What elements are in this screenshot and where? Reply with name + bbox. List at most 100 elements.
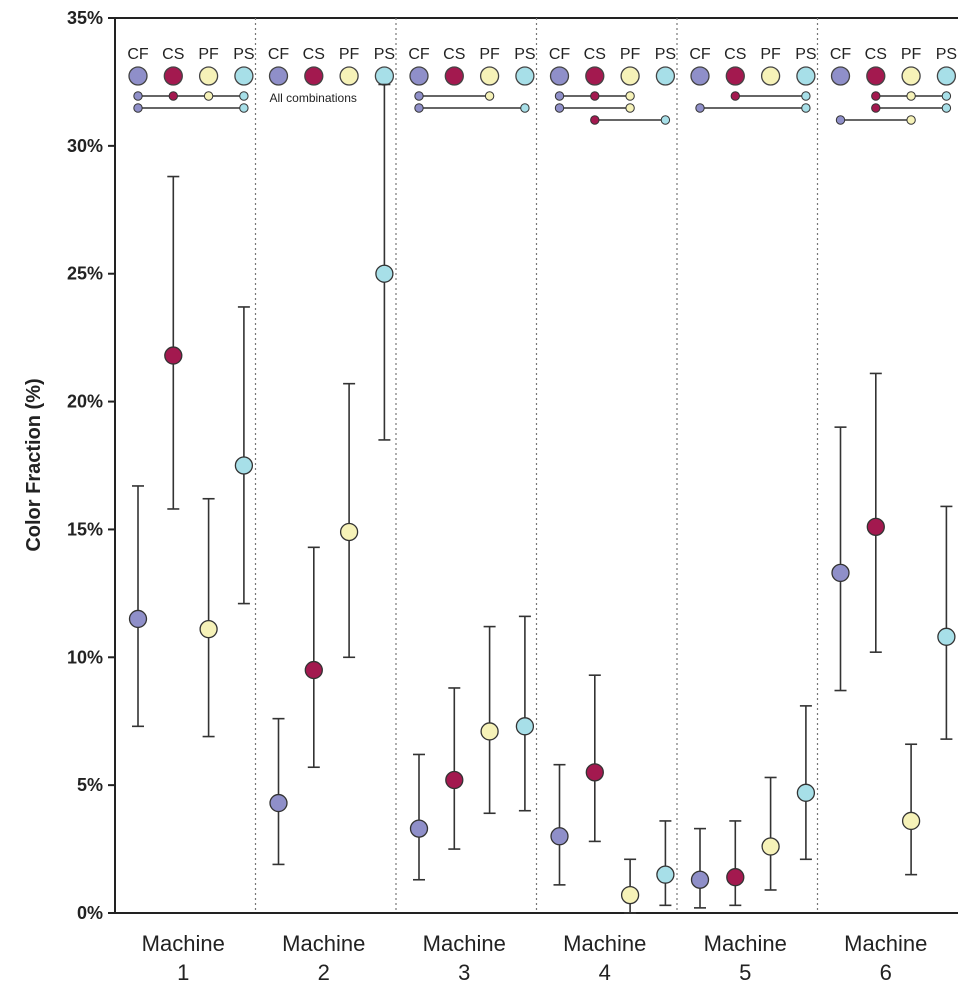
error-bar-point: [866, 372, 885, 653]
mean-point: [269, 793, 288, 813]
legend-swatch: [760, 66, 781, 86]
significance-dot: [625, 103, 635, 113]
significance-dot: [590, 115, 600, 125]
legend-swatch: [585, 66, 605, 86]
mean-point: [937, 627, 956, 646]
legend-code: PS: [655, 46, 676, 63]
error-bar-point: [831, 426, 850, 692]
mean-point: [445, 770, 464, 790]
significance-links: All combinations: [133, 91, 952, 125]
group-legend: CF CS PF PS: [268, 46, 395, 86]
legend-code: PS: [795, 46, 816, 63]
y-tick-label: 10%: [67, 647, 103, 667]
error-bar-point: [480, 625, 499, 815]
mean-point: [585, 763, 604, 782]
significance-dot: [414, 91, 424, 101]
error-bar-point: [199, 497, 218, 738]
significance-dot: [554, 91, 565, 101]
legend-code: CS: [162, 46, 184, 63]
y-tick-label: 0%: [77, 903, 103, 923]
x-category-label: Machine: [282, 931, 365, 956]
legend-swatch: [128, 66, 148, 86]
error-bar-point: [550, 763, 569, 886]
y-tick-label: 15%: [67, 519, 103, 539]
legend-code: CF: [268, 46, 290, 63]
mean-point: [901, 811, 921, 831]
group-legend: CF CS PF PS: [689, 46, 817, 86]
error-bar-point: [726, 820, 745, 907]
error-bar-point: [128, 485, 148, 728]
significance-dot: [801, 103, 811, 113]
legend-code: PS: [936, 46, 957, 63]
legend-swatch: [690, 66, 710, 86]
error-bar-point: [409, 753, 429, 881]
significance-dot: [133, 91, 143, 101]
error-bar-point: [761, 776, 780, 891]
significance-note: All combinations: [270, 91, 357, 105]
mean-point: [164, 346, 183, 365]
significance-dot: [554, 103, 565, 113]
mean-point: [796, 783, 816, 802]
legend-swatch: [549, 66, 570, 86]
legend-code: PF: [198, 46, 219, 63]
mean-point: [656, 865, 675, 884]
mean-point: [128, 609, 148, 629]
group-legend: CF CS PF PS: [830, 46, 957, 86]
legend-swatch: [479, 66, 500, 86]
error-bar-point: [585, 674, 604, 843]
legend-code: CF: [830, 46, 852, 63]
legend-swatch: [268, 66, 289, 86]
error-bar-point: [796, 705, 816, 861]
legend-swatch: [655, 66, 676, 86]
legend-swatch: [444, 66, 464, 86]
error-bar-point: [339, 382, 359, 659]
error-bars: [128, 83, 956, 914]
significance-dot: [835, 115, 846, 125]
error-bar-point: [269, 717, 288, 866]
significance-dot: [625, 91, 635, 101]
x-category-number: 3: [458, 960, 470, 985]
legend-swatch: [796, 66, 816, 86]
legend-swatch: [163, 66, 183, 86]
legend-swatch: [830, 66, 851, 86]
legend-swatch: [936, 66, 957, 86]
legend-swatch: [374, 66, 395, 86]
error-bar-point: [690, 827, 710, 909]
x-category-number: 5: [739, 960, 751, 985]
error-bar-point: [901, 743, 921, 876]
x-axis: Machine 1 Machine 2 Machine 3 Machine 4 Machine 5…: [142, 931, 928, 985]
significance-dot: [168, 91, 179, 101]
mean-point: [761, 837, 780, 856]
legend-swatch: [620, 66, 640, 86]
error-bar-point: [375, 83, 394, 441]
mean-point: [831, 563, 850, 583]
legend-code: CF: [127, 46, 149, 63]
legend-code: CF: [408, 46, 430, 63]
mean-point: [480, 722, 499, 741]
legend-swatch: [901, 66, 921, 86]
mean-point: [304, 660, 323, 680]
group-legend: CF CS PF PS: [408, 46, 536, 86]
x-category-label: Machine: [704, 931, 787, 956]
significance-dot: [906, 115, 916, 125]
y-axis: 0% 5% 10% 15% 20% 25% 30% 35%: [67, 8, 115, 923]
error-bar-point: [937, 505, 956, 740]
series-legends: CF CS PF PS CF CS PF PS CF CS PF PS CF CS PF PS CF CS PF PS…: [127, 46, 957, 86]
mean-point: [690, 870, 710, 889]
x-category-number: 4: [599, 960, 611, 985]
mean-point: [339, 522, 359, 542]
significance-dot: [590, 91, 600, 101]
mean-point: [515, 717, 535, 736]
mean-point: [409, 819, 429, 838]
legend-code: PF: [760, 46, 781, 63]
significance-dot: [871, 91, 881, 101]
legend-code: CF: [689, 46, 711, 63]
error-bar-point: [234, 306, 254, 605]
mean-point: [726, 868, 745, 887]
significance-dot: [414, 103, 424, 113]
significance-dot: [133, 103, 143, 113]
legend-swatch: [725, 66, 745, 86]
legend-code: PF: [339, 46, 360, 63]
y-tick-label: 30%: [67, 136, 103, 156]
significance-dot: [941, 91, 952, 101]
